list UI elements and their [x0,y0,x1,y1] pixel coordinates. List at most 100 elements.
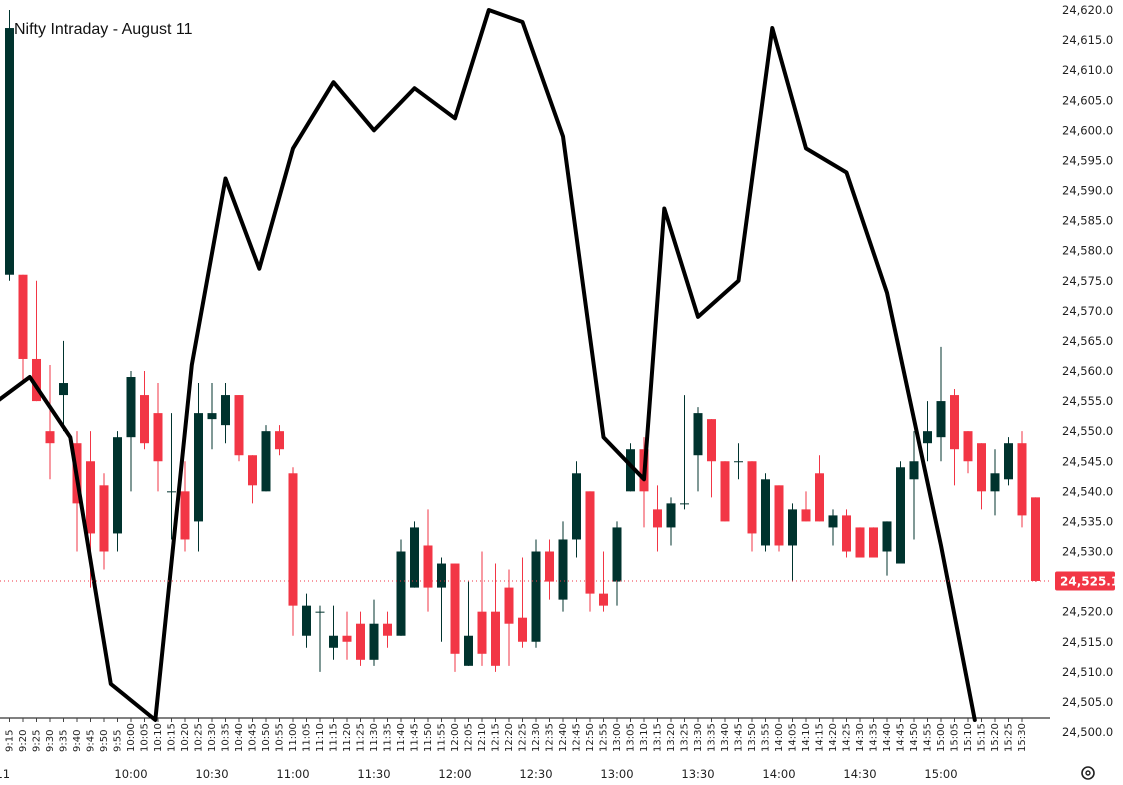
candle [977,443,986,510]
x-tick-label-time: 13:30 [681,767,714,781]
x-tick-label-5min: 12:15 [491,723,502,752]
candle [437,557,446,642]
x-tick-label-5min: 13:50 [747,723,758,752]
candle [815,455,824,522]
x-tick-label-time: 11 [0,767,10,781]
x-tick-label-5min: 13:25 [680,723,691,752]
candle [221,383,230,444]
y-tick-label: 24,600.0 [1062,123,1113,137]
candle-body [828,515,838,528]
candle-body [1031,497,1040,581]
x-tick-label-5min: 11:00 [288,723,299,752]
candle-body [329,635,338,648]
candle-body [1017,443,1027,516]
candle [18,274,28,384]
overlay-line [0,8,977,722]
candle-body [815,473,824,522]
x-tick-label-5min: 10:15 [167,723,178,752]
y-tick-label: 24,610.0 [1062,63,1113,77]
y-tick-label: 24,620.0 [1062,3,1113,17]
candle-body [288,473,298,606]
candle-body [653,509,662,528]
candle-body [531,551,541,642]
candle [32,280,41,402]
x-tick-label-5min: 12:35 [545,723,556,752]
y-tick-label: 24,550.0 [1062,424,1113,438]
candle [842,509,851,558]
candle [801,491,811,522]
y-tick-label: 24,595.0 [1062,153,1113,167]
candle-body [86,461,95,534]
x-tick-label-5min: 10:25 [194,723,205,752]
candle [653,485,662,552]
candle [909,431,919,540]
x-tick-label-5min: 12:10 [477,723,488,752]
x-tick-label-5min: 11:15 [329,723,340,752]
candle-body [612,527,622,582]
candle [315,605,325,672]
x-tick-label-5min: 10:00 [126,723,137,752]
candle-body [491,611,500,666]
candle-body [99,485,109,552]
x-tick-label-time: 13:00 [600,767,633,781]
x-tick-label-5min: 11:20 [342,723,353,752]
candle [99,473,109,570]
candle [140,371,149,450]
candle-body [963,431,973,462]
candle-body [369,623,379,660]
candle [261,425,271,492]
x-axis: 9:15 9:20 9:25 9:30 9:35 9:40 9:45 9:50 9:55 10:0… [0,718,1028,781]
x-tick-label-5min: 15:10 [963,723,974,752]
x-tick-label-5min: 13:05 [626,723,637,752]
candle [788,503,797,582]
candle [531,539,541,648]
candle-body [396,551,406,636]
x-tick-label-5min: 11:40 [396,723,407,752]
candle [963,431,973,474]
candle-body [720,461,730,522]
x-tick-label-5min: 15:00 [936,723,947,752]
candle [450,563,460,672]
y-tick-label: 24,545.0 [1062,454,1113,468]
candle-body [788,509,797,546]
candle [477,551,487,666]
y-tick-label: 24,565.0 [1062,334,1113,348]
candle [518,557,527,648]
candle [855,527,865,558]
y-tick-label: 24,590.0 [1062,184,1113,198]
candle [896,461,905,564]
price-tag-box [1055,571,1115,591]
candle [504,569,514,666]
candle-body [356,623,365,660]
settings-gear-icon[interactable] [1081,766,1095,780]
candle [936,346,946,462]
price-tag: 24,525.1 [1055,571,1119,591]
candle [923,401,932,462]
candle [720,461,730,522]
x-tick-label-5min: 11:55 [437,723,448,752]
candle-body [977,443,986,492]
y-tick-label: 24,500.0 [1062,725,1113,739]
x-tick-label-5min: 14:50 [909,723,920,752]
candle [464,581,473,666]
candle-body [45,431,55,444]
candle [329,605,338,660]
x-tick-label-5min: 10:10 [153,723,164,752]
x-tick-label-5min: 14:05 [788,723,799,752]
x-tick-label-5min: 11:30 [369,723,380,752]
candle [869,527,878,558]
x-tick-label-5min: 11:50 [423,723,434,752]
x-tick-label-5min: 13:10 [639,723,650,752]
x-tick-label-5min: 12:45 [572,723,583,752]
candle-body [572,473,581,540]
candle-body [5,28,14,275]
candle-body [126,377,136,438]
x-tick-label-5min: 13:20 [666,723,677,752]
candle [828,509,838,546]
x-tick-label-5min: 14:30 [855,723,866,752]
candle-body [18,274,28,359]
candle-body [342,635,352,642]
x-tick-label-5min: 10:40 [234,723,245,752]
x-tick-label-5min: 9:20 [18,730,29,752]
y-tick-label: 24,520.0 [1062,605,1113,619]
